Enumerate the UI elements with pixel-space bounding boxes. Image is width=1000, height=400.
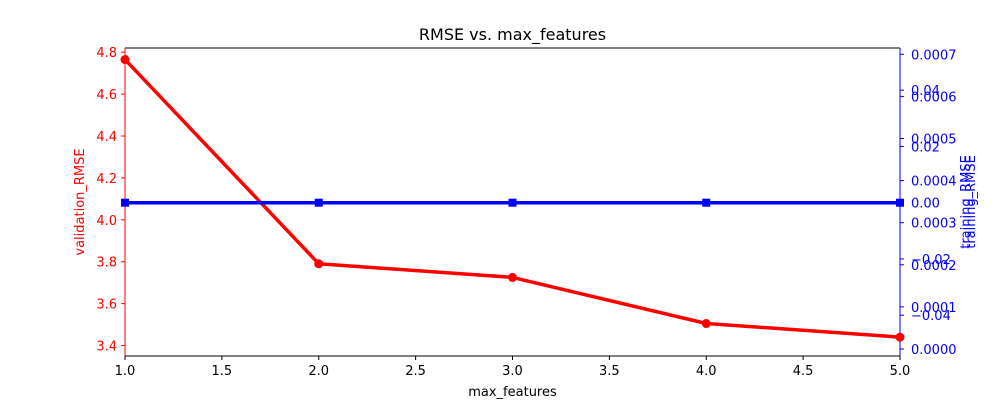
right-y-tick-label-1: 0.0005 bbox=[911, 133, 957, 148]
x-tick-label: 4.5 bbox=[793, 364, 814, 379]
right-y-tick-label-1: 0.0003 bbox=[911, 217, 957, 232]
right-y-tick-label-1: 0.0002 bbox=[911, 259, 957, 274]
axes-layer: 1.0 1.5 2.0 2.5 3.0 3.5 4.0 4.5 5.0 3.4 3.6 3.8 4.0 4… bbox=[96, 46, 956, 379]
x-tick-label: 3.0 bbox=[502, 364, 523, 379]
validation-rmse-line bbox=[123, 58, 901, 339]
x-tick-label: 3.5 bbox=[599, 364, 620, 379]
training-rmse-point bbox=[896, 198, 904, 207]
left-y-tick-label: 4.4 bbox=[96, 130, 117, 145]
right-y-tick-label-1: 0.0004 bbox=[911, 175, 957, 190]
right-y-tick-label-1: 0.0007 bbox=[911, 48, 957, 63]
right-y-axis-label-2: training_RMSE bbox=[964, 155, 979, 249]
left-y-tick-label: 4.6 bbox=[96, 88, 117, 103]
right-y-axis-label-1: training_RMSE bbox=[959, 155, 974, 249]
chart-title: RMSE vs. max_features bbox=[419, 25, 606, 45]
left-y-tick-label: 4.0 bbox=[96, 214, 117, 229]
left-y-tick-label: 3.8 bbox=[96, 256, 117, 271]
left-y-tick-label: 3.6 bbox=[96, 298, 117, 313]
left-y-tick-label: 4.8 bbox=[96, 46, 117, 61]
right-y-tick-label-2: 0.00 bbox=[911, 197, 940, 212]
x-tick-label: 1.0 bbox=[115, 364, 136, 379]
right-y-tick-label-2: 0.04 bbox=[911, 84, 940, 99]
x-tick-label: 2.5 bbox=[405, 364, 426, 379]
right-y-tick-label-2: −0.04 bbox=[911, 309, 951, 324]
training-rmse-point bbox=[314, 198, 323, 207]
validation-rmse-point bbox=[701, 319, 711, 329]
right-y-tick-label-2: 0.02 bbox=[911, 140, 940, 155]
right-y-tick-label-1: 0.0001 bbox=[911, 301, 957, 316]
x-axis-label: max_features bbox=[468, 385, 557, 400]
right-y-tick-label-1: 0.0006 bbox=[911, 90, 957, 105]
training-rmse-point bbox=[702, 198, 711, 207]
validation-rmse-point bbox=[895, 332, 905, 342]
x-tick-label: 2.0 bbox=[308, 364, 329, 379]
left-y-tick-label: 4.2 bbox=[96, 172, 117, 187]
series-layer bbox=[120, 55, 905, 342]
training-rmse-point bbox=[508, 198, 517, 207]
x-tick-label: 5.0 bbox=[890, 364, 911, 379]
x-tick-label: 1.5 bbox=[212, 364, 233, 379]
validation-rmse-point bbox=[508, 272, 517, 282]
left-y-tick-label: 3.4 bbox=[96, 340, 117, 355]
x-tick-label: 4.0 bbox=[696, 364, 717, 379]
right-y-tick-label-2: −0.02 bbox=[911, 253, 951, 268]
right-y-tick-label-1: 0.0000 bbox=[911, 343, 957, 358]
training-rmse-point bbox=[121, 198, 129, 207]
validation-rmse-point bbox=[120, 55, 130, 65]
left-y-axis-label: validation_RMSE bbox=[73, 148, 88, 255]
validation-rmse-point bbox=[314, 259, 324, 269]
